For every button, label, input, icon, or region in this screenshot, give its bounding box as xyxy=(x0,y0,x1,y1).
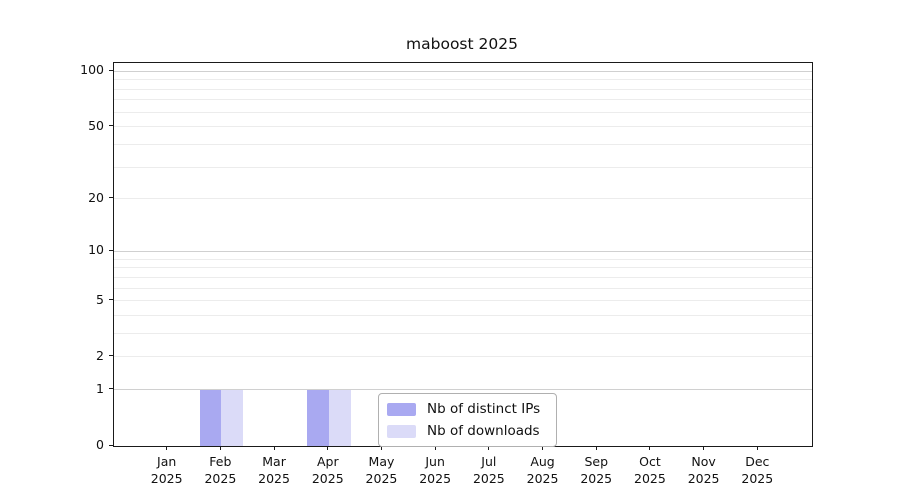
x-tick-label: Nov 2025 xyxy=(676,453,732,487)
x-tick-label-line: May xyxy=(368,454,395,469)
x-tick-label: Sep 2025 xyxy=(568,453,624,487)
legend-item-distinct-ips: Nb of distinct IPs xyxy=(387,401,546,417)
y-tick-label: 1 xyxy=(96,380,104,396)
chart-title: maboost 2025 xyxy=(406,35,518,53)
y-tick-label: 5 xyxy=(96,291,104,307)
y-tick-mark xyxy=(109,444,113,446)
x-tick-mark xyxy=(649,446,651,450)
x-tick-label: Oct 2025 xyxy=(622,453,678,487)
x-tick-label: May 2025 xyxy=(353,453,409,487)
x-tick-label: Mar 2025 xyxy=(246,453,302,487)
x-tick-label-line: 2025 xyxy=(580,471,613,486)
gridline-minor xyxy=(114,99,812,101)
x-tick-label: Dec 2025 xyxy=(729,453,785,487)
y-tick-label: 2 xyxy=(96,347,104,363)
x-tick-label-line: Jun xyxy=(425,454,445,469)
x-tick-label-line: 2025 xyxy=(150,471,183,486)
x-tick-label-line: 2025 xyxy=(258,471,290,486)
x-tick-label-line: Mar xyxy=(262,454,286,469)
x-tick-label-line: Jul xyxy=(481,454,497,469)
x-tick-label-line: 2025 xyxy=(419,471,452,486)
x-tick-label-line: 2025 xyxy=(204,471,237,486)
gridline-minor xyxy=(114,88,812,90)
x-tick-mark xyxy=(434,446,436,450)
legend-swatch-distinct-ips xyxy=(387,402,416,416)
x-tick-mark xyxy=(703,446,705,450)
x-tick-label: Aug 2025 xyxy=(515,453,571,487)
x-tick-mark xyxy=(542,446,544,450)
x-tick-label: Apr 2025 xyxy=(300,453,356,487)
x-tick-label-line: 2025 xyxy=(311,471,344,486)
x-tick-mark xyxy=(380,446,382,450)
x-tick-mark xyxy=(273,446,275,450)
y-tick-mark xyxy=(109,355,113,357)
y-tick-mark xyxy=(109,249,113,251)
x-tick-mark xyxy=(219,446,221,450)
x-tick-label-line: Dec xyxy=(745,454,770,469)
x-tick-mark xyxy=(488,446,490,450)
x-tick-label-line: 2025 xyxy=(472,471,505,486)
legend-label-distinct-ips: Nb of distinct IPs xyxy=(427,401,541,417)
y-tick-mark xyxy=(109,125,113,127)
bar-downloads xyxy=(221,389,244,446)
x-tick-label-line: 2025 xyxy=(687,471,720,486)
gridline-minor xyxy=(114,111,812,113)
gridline-minor xyxy=(114,166,812,168)
x-tick-label-line: Sep xyxy=(584,454,608,469)
x-tick-label-line: 2025 xyxy=(526,471,559,486)
gridline-minor xyxy=(114,198,812,200)
x-tick-label: Jan 2025 xyxy=(139,453,195,487)
x-tick-label-line: Nov xyxy=(691,454,716,469)
bar-downloads xyxy=(328,389,351,446)
y-tick-label: 100 xyxy=(80,62,104,78)
gridline-major xyxy=(114,250,812,252)
gridline-minor xyxy=(114,258,812,260)
y-tick-label: 0 xyxy=(96,437,104,452)
plot-area: Nb of distinct IPs Nb of downloads xyxy=(113,62,813,447)
x-tick-label-line: Aug xyxy=(530,454,555,469)
y-tick-label: 10 xyxy=(88,242,104,258)
y-tick-mark xyxy=(109,299,113,301)
y-tick-mark xyxy=(109,69,113,71)
gridline-major xyxy=(114,389,812,391)
gridline-minor xyxy=(114,287,812,289)
legend-item-downloads: Nb of downloads xyxy=(387,423,546,439)
legend-swatch-downloads xyxy=(387,424,416,438)
x-tick-mark xyxy=(166,446,168,450)
x-tick-label: Feb 2025 xyxy=(192,453,248,487)
legend-label-downloads: Nb of downloads xyxy=(427,423,540,439)
gridline-minor xyxy=(114,314,812,316)
y-tick-label: 50 xyxy=(88,117,104,133)
bar-distinct-ips xyxy=(199,389,222,446)
x-tick-label-line: Oct xyxy=(639,454,661,469)
x-tick-label-line: 2025 xyxy=(365,471,398,486)
gridline-minor xyxy=(114,332,812,334)
y-tick-mark xyxy=(109,388,113,390)
gridline-minor xyxy=(114,267,812,269)
bar-distinct-ips xyxy=(306,389,329,446)
x-tick-label-line: Apr xyxy=(316,454,339,469)
x-tick-label-line: Feb xyxy=(209,454,232,469)
x-tick-mark xyxy=(756,446,758,450)
x-tick-label-line: 2025 xyxy=(741,471,774,486)
legend: Nb of distinct IPs Nb of downloads xyxy=(378,393,557,447)
x-tick-label: Jul 2025 xyxy=(461,453,517,487)
y-tick-mark xyxy=(109,197,113,199)
gridline-minor xyxy=(114,126,812,128)
gridline-major xyxy=(114,70,812,72)
x-tick-mark xyxy=(327,446,329,450)
x-tick-label-line: 2025 xyxy=(634,471,666,486)
x-tick-label-line: Jan xyxy=(157,454,177,469)
gridline-minor xyxy=(114,300,812,302)
gridline-minor xyxy=(114,144,812,146)
y-tick-label: 20 xyxy=(88,189,104,205)
gridline-minor xyxy=(114,356,812,358)
gridline-minor xyxy=(114,276,812,278)
x-tick-mark xyxy=(595,446,597,450)
gridline-minor xyxy=(114,79,812,81)
x-tick-label: Jun 2025 xyxy=(407,453,463,487)
